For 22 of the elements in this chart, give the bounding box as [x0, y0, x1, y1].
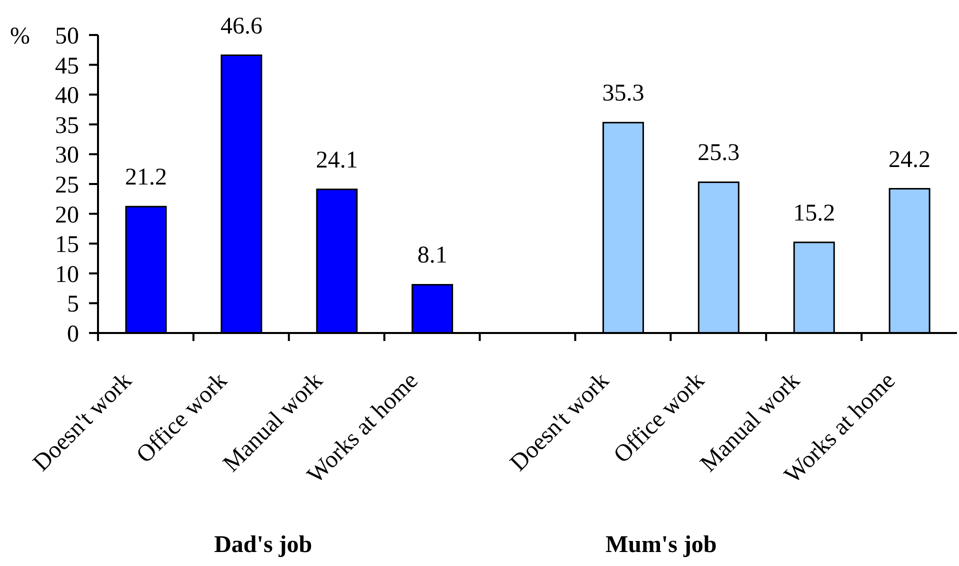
data-label: 15.2	[793, 200, 836, 226]
y-axis-title: %	[10, 24, 30, 50]
y-tick-label: 45	[55, 53, 79, 80]
text: Mum's job	[605, 531, 717, 559]
y-tick-label: 35	[55, 112, 79, 139]
data-label: 46.6	[220, 13, 262, 40]
data-label: 21.2	[125, 164, 167, 191]
data-label: 24.2	[888, 146, 931, 173]
text: Dad's job	[214, 531, 312, 559]
y-tick-label: 0	[67, 322, 79, 348]
y-tick-label: 50	[55, 24, 79, 50]
data-label: 24.1	[316, 147, 358, 174]
y-tick-label: 5	[67, 292, 79, 318]
data-label: 8.1	[417, 242, 448, 269]
y-tick-label: 40	[55, 83, 79, 110]
y-tick-label: 15	[55, 232, 79, 258]
y-tick-label: 30	[55, 142, 79, 169]
y-tick-label: 20	[55, 202, 79, 228]
data-label: 35.3	[602, 80, 644, 107]
y-tick-label: 25	[55, 172, 79, 199]
data-label: 25.3	[698, 140, 740, 166]
y-tick-label: 10	[55, 262, 79, 288]
